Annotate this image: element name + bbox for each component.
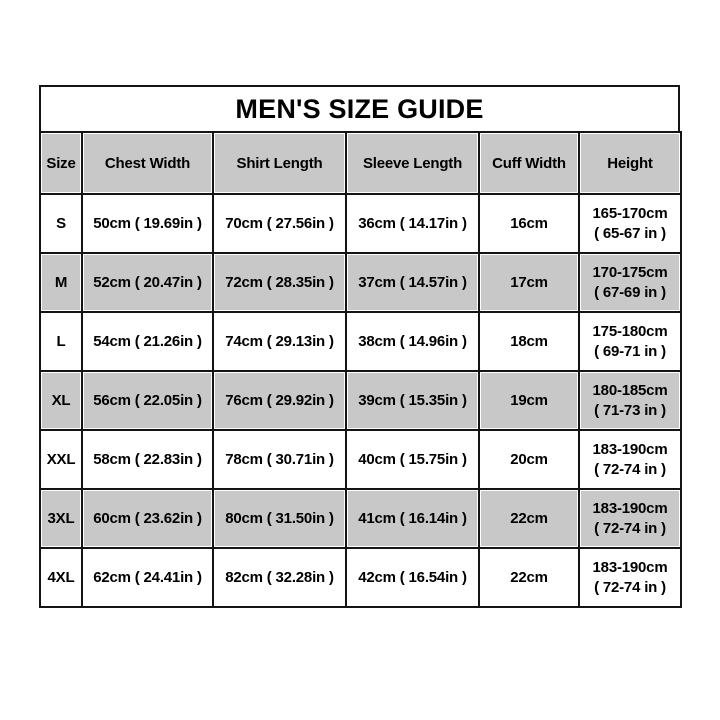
height-cell: 170-175cm ( 67-69 in ) — [578, 252, 682, 313]
size-cell: S — [39, 193, 83, 254]
shirt-cell: 72cm ( 28.35in ) — [212, 252, 347, 313]
height-cm: 183-190cm — [592, 440, 668, 458]
height-cell: 180-185cm ( 71-73 in ) — [578, 370, 682, 431]
chest-cell: 54cm ( 21.26in ) — [81, 311, 214, 372]
height-in: ( 72-74 in ) — [594, 519, 666, 537]
cuff-cell: 22cm — [478, 547, 580, 608]
sleeve-cell: 42cm ( 16.54in ) — [345, 547, 480, 608]
size-cell: 4XL — [39, 547, 83, 608]
table-row: L 54cm ( 21.26in ) 74cm ( 29.13in ) 38cm… — [39, 311, 682, 372]
table-row: 4XL 62cm ( 24.41in ) 82cm ( 32.28in ) 42… — [39, 547, 682, 608]
shirt-cell: 76cm ( 29.92in ) — [212, 370, 347, 431]
page-title: MEN'S SIZE GUIDE — [39, 85, 680, 133]
table-row: XXL 58cm ( 22.83in ) 78cm ( 30.71in ) 40… — [39, 429, 682, 490]
cuff-cell: 20cm — [478, 429, 580, 490]
shirt-cell: 78cm ( 30.71in ) — [212, 429, 347, 490]
chest-cell: 56cm ( 22.05in ) — [81, 370, 214, 431]
sleeve-cell: 37cm ( 14.57in ) — [345, 252, 480, 313]
size-cell: XL — [39, 370, 83, 431]
col-header-shirt: Shirt Length — [212, 131, 347, 195]
sleeve-cell: 40cm ( 15.75in ) — [345, 429, 480, 490]
size-cell: L — [39, 311, 83, 372]
size-cell: 3XL — [39, 488, 83, 549]
shirt-cell: 82cm ( 32.28in ) — [212, 547, 347, 608]
cuff-cell: 22cm — [478, 488, 580, 549]
height-cm: 175-180cm — [592, 322, 668, 340]
col-header-chest: Chest Width — [81, 131, 214, 195]
col-header-size: Size — [39, 131, 83, 195]
shirt-cell: 74cm ( 29.13in ) — [212, 311, 347, 372]
height-cm: 183-190cm — [592, 499, 668, 517]
size-cell: M — [39, 252, 83, 313]
col-header-cuff: Cuff Width — [478, 131, 580, 195]
size-table: Size Chest Width Shirt Length Sleeve Len… — [39, 131, 682, 608]
height-cell: 183-190cm ( 72-74 in ) — [578, 488, 682, 549]
cuff-cell: 17cm — [478, 252, 580, 313]
height-cell: 175-180cm ( 69-71 in ) — [578, 311, 682, 372]
height-cell: 165-170cm ( 65-67 in ) — [578, 193, 682, 254]
sleeve-cell: 41cm ( 16.14in ) — [345, 488, 480, 549]
cuff-cell: 18cm — [478, 311, 580, 372]
height-in: ( 72-74 in ) — [594, 578, 666, 596]
chest-cell: 52cm ( 20.47in ) — [81, 252, 214, 313]
size-cell: XXL — [39, 429, 83, 490]
height-cm: 183-190cm — [592, 558, 668, 576]
height-in: ( 71-73 in ) — [594, 401, 666, 419]
shirt-cell: 70cm ( 27.56in ) — [212, 193, 347, 254]
sleeve-cell: 38cm ( 14.96in ) — [345, 311, 480, 372]
table-row: XL 56cm ( 22.05in ) 76cm ( 29.92in ) 39c… — [39, 370, 682, 431]
table-row: 3XL 60cm ( 23.62in ) 80cm ( 31.50in ) 41… — [39, 488, 682, 549]
col-header-height: Height — [578, 131, 682, 195]
col-header-sleeve: Sleeve Length — [345, 131, 480, 195]
height-cell: 183-190cm ( 72-74 in ) — [578, 547, 682, 608]
sleeve-cell: 39cm ( 15.35in ) — [345, 370, 480, 431]
cuff-cell: 19cm — [478, 370, 580, 431]
table-row: M 52cm ( 20.47in ) 72cm ( 28.35in ) 37cm… — [39, 252, 682, 313]
size-guide-panel: MEN'S SIZE GUIDE Size Chest Width Shirt … — [39, 85, 682, 608]
height-cell: 183-190cm ( 72-74 in ) — [578, 429, 682, 490]
chest-cell: 62cm ( 24.41in ) — [81, 547, 214, 608]
height-cm: 170-175cm — [592, 263, 668, 281]
height-in: ( 67-69 in ) — [594, 283, 666, 301]
chest-cell: 60cm ( 23.62in ) — [81, 488, 214, 549]
shirt-cell: 80cm ( 31.50in ) — [212, 488, 347, 549]
height-cm: 180-185cm — [592, 381, 668, 399]
sleeve-cell: 36cm ( 14.17in ) — [345, 193, 480, 254]
height-in: ( 69-71 in ) — [594, 342, 666, 360]
table-row: S 50cm ( 19.69in ) 70cm ( 27.56in ) 36cm… — [39, 193, 682, 254]
chest-cell: 50cm ( 19.69in ) — [81, 193, 214, 254]
chest-cell: 58cm ( 22.83in ) — [81, 429, 214, 490]
height-in: ( 72-74 in ) — [594, 460, 666, 478]
height-cm: 165-170cm — [592, 204, 668, 222]
header-row: Size Chest Width Shirt Length Sleeve Len… — [39, 131, 682, 195]
cuff-cell: 16cm — [478, 193, 580, 254]
table-header: Size Chest Width Shirt Length Sleeve Len… — [39, 131, 682, 195]
height-in: ( 65-67 in ) — [594, 224, 666, 242]
